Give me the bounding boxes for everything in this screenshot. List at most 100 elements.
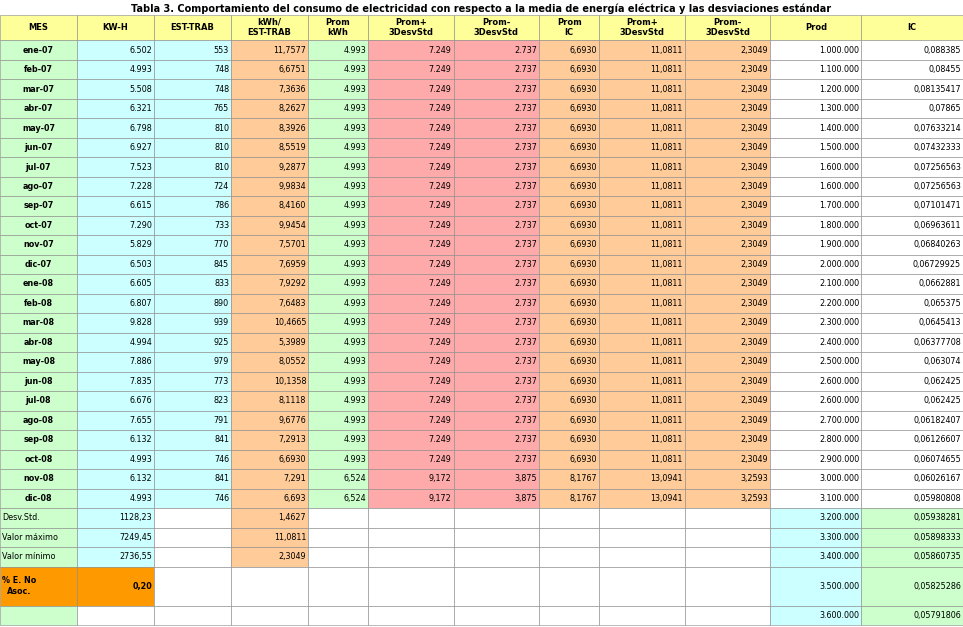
Bar — [368, 333, 454, 352]
Bar — [0, 352, 77, 372]
Text: 0,06182407: 0,06182407 — [913, 416, 961, 425]
Bar — [599, 488, 685, 508]
Text: 1.200.000: 1.200.000 — [820, 85, 859, 93]
Text: 11,0811: 11,0811 — [650, 319, 683, 327]
Bar — [685, 99, 770, 119]
Bar — [77, 333, 154, 352]
Text: 2.000.000: 2.000.000 — [820, 260, 859, 269]
Bar — [308, 119, 368, 138]
Text: 3.500.000: 3.500.000 — [820, 581, 859, 591]
Text: 4.993: 4.993 — [344, 357, 366, 366]
Bar — [539, 235, 599, 255]
Text: Valor mínimo: Valor mínimo — [2, 552, 56, 561]
Bar — [0, 79, 77, 99]
Bar — [0, 40, 77, 60]
Text: 7.228: 7.228 — [129, 182, 152, 191]
Text: 0,065375: 0,065375 — [924, 299, 961, 308]
Text: 2,3049: 2,3049 — [741, 455, 768, 464]
Text: 2.600.000: 2.600.000 — [820, 396, 859, 406]
Text: 9,6776: 9,6776 — [278, 416, 306, 425]
Bar — [599, 352, 685, 372]
Bar — [308, 567, 368, 606]
Text: 11,0811: 11,0811 — [650, 241, 683, 250]
Bar — [454, 547, 539, 567]
Bar — [685, 352, 770, 372]
Text: Prom-
3DesvStd: Prom- 3DesvStd — [474, 18, 519, 38]
Text: 6.605: 6.605 — [129, 280, 152, 288]
Text: 0,088385: 0,088385 — [924, 46, 961, 55]
Text: Tabla 3. Comportamiento del consumo de electricidad con respecto a la media de e: Tabla 3. Comportamiento del consumo de e… — [131, 4, 832, 14]
Text: 1.900.000: 1.900.000 — [820, 241, 859, 250]
Bar — [770, 547, 861, 567]
Text: 6.502: 6.502 — [129, 46, 152, 55]
Text: 11,0811: 11,0811 — [273, 533, 306, 542]
Text: 6,6930: 6,6930 — [570, 377, 597, 386]
Bar — [539, 40, 599, 60]
Bar — [685, 606, 770, 625]
Text: 7.249: 7.249 — [429, 299, 452, 308]
Bar — [231, 450, 308, 469]
Bar — [454, 293, 539, 313]
Text: 0,05791806: 0,05791806 — [913, 611, 961, 619]
Bar — [770, 469, 861, 488]
Bar — [154, 469, 231, 488]
Bar — [599, 177, 685, 196]
Bar — [308, 372, 368, 391]
Text: Prod: Prod — [805, 23, 827, 32]
Text: 9,172: 9,172 — [429, 475, 452, 483]
Bar — [599, 567, 685, 606]
Bar — [685, 196, 770, 216]
Text: 11,0811: 11,0811 — [650, 357, 683, 366]
Text: 7,6959: 7,6959 — [278, 260, 306, 269]
Text: 845: 845 — [214, 260, 229, 269]
Bar — [231, 567, 308, 606]
Text: 7.249: 7.249 — [429, 260, 452, 269]
Bar — [308, 99, 368, 119]
Text: jun-08: jun-08 — [24, 377, 53, 386]
Text: 10,1358: 10,1358 — [273, 377, 306, 386]
Text: 6,6930: 6,6930 — [570, 65, 597, 74]
Bar — [308, 157, 368, 177]
Bar — [77, 216, 154, 235]
Bar — [368, 79, 454, 99]
Bar — [77, 235, 154, 255]
Bar — [0, 333, 77, 352]
Bar — [77, 255, 154, 274]
Text: 0,08455: 0,08455 — [928, 65, 961, 74]
Text: 0,06840263: 0,06840263 — [914, 241, 961, 250]
Bar — [77, 274, 154, 293]
Bar — [599, 372, 685, 391]
Text: 7,5701: 7,5701 — [278, 241, 306, 250]
Text: 2.737: 2.737 — [514, 280, 537, 288]
Bar — [685, 157, 770, 177]
Bar — [539, 293, 599, 313]
Bar — [77, 293, 154, 313]
Bar — [231, 391, 308, 411]
Bar — [368, 235, 454, 255]
Text: 7.249: 7.249 — [429, 46, 452, 55]
Bar — [0, 196, 77, 216]
Text: 4.993: 4.993 — [344, 201, 366, 211]
Text: 11,0811: 11,0811 — [650, 416, 683, 425]
Bar — [368, 15, 454, 40]
Text: 7.249: 7.249 — [429, 143, 452, 152]
Bar — [685, 255, 770, 274]
Bar — [0, 372, 77, 391]
Bar — [599, 469, 685, 488]
Text: 2.737: 2.737 — [514, 357, 537, 366]
Text: 2,3049: 2,3049 — [741, 396, 768, 406]
Bar — [454, 274, 539, 293]
Bar — [861, 469, 963, 488]
Bar — [770, 157, 861, 177]
Text: MES: MES — [29, 23, 48, 32]
Bar — [685, 60, 770, 79]
Bar — [685, 313, 770, 333]
Bar — [77, 469, 154, 488]
Bar — [231, 60, 308, 79]
Bar — [154, 567, 231, 606]
Text: 0,05860735: 0,05860735 — [913, 552, 961, 561]
Bar — [77, 352, 154, 372]
Text: 2.737: 2.737 — [514, 124, 537, 132]
Text: 0,0645413: 0,0645413 — [919, 319, 961, 327]
Bar — [861, 138, 963, 157]
